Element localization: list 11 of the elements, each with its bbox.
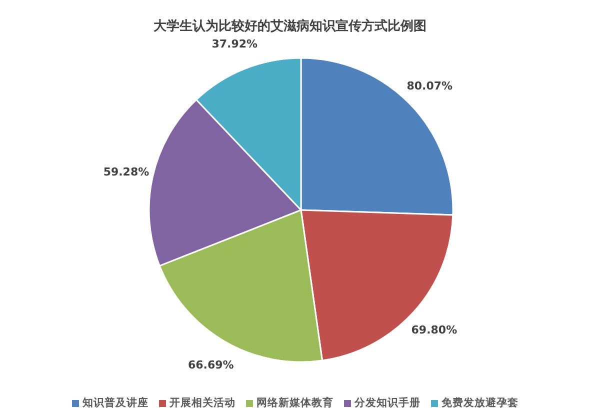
data-label: 69.80%: [411, 323, 458, 336]
legend-label: 免费发放避孕套: [442, 397, 518, 409]
chart-title: 大学生认为比较好的艾滋病知识宣传方式比例图: [152, 18, 428, 35]
data-label: 80.07%: [406, 79, 453, 92]
data-label: 59.28%: [103, 164, 150, 178]
data-label: 37.92%: [212, 37, 258, 50]
legend-label: 开展相关活动: [170, 397, 236, 409]
data-label: 66.69%: [188, 358, 234, 372]
legend-label: 分发知识手册: [354, 397, 420, 409]
legend-label: 知识普及讲座: [82, 397, 148, 409]
legend-label: 网络新媒体教育: [256, 397, 334, 409]
